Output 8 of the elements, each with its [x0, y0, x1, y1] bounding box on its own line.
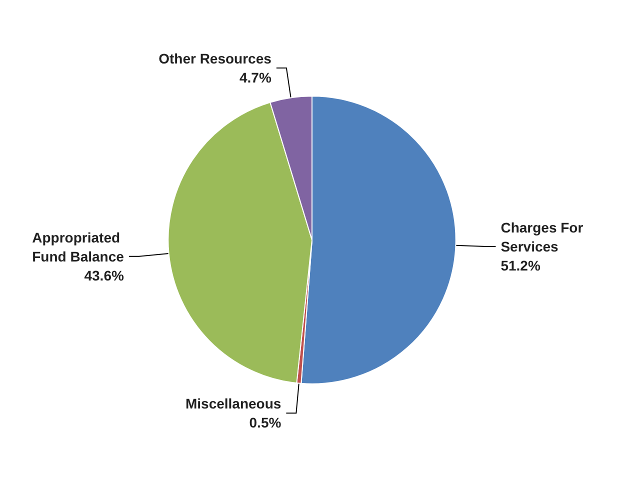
data-label: 0.5%	[249, 414, 282, 431]
slice-label: Miscellaneous	[185, 396, 282, 412]
slice-label: Other Resources	[158, 50, 272, 67]
data-label: 51.2%	[500, 258, 541, 274]
slice-label: Appropriated Fund Balance	[32, 229, 124, 264]
data-label: 4.7%	[240, 70, 272, 86]
data-label: 43.6%	[84, 267, 124, 284]
slice-label: Charges For Services	[500, 220, 588, 255]
